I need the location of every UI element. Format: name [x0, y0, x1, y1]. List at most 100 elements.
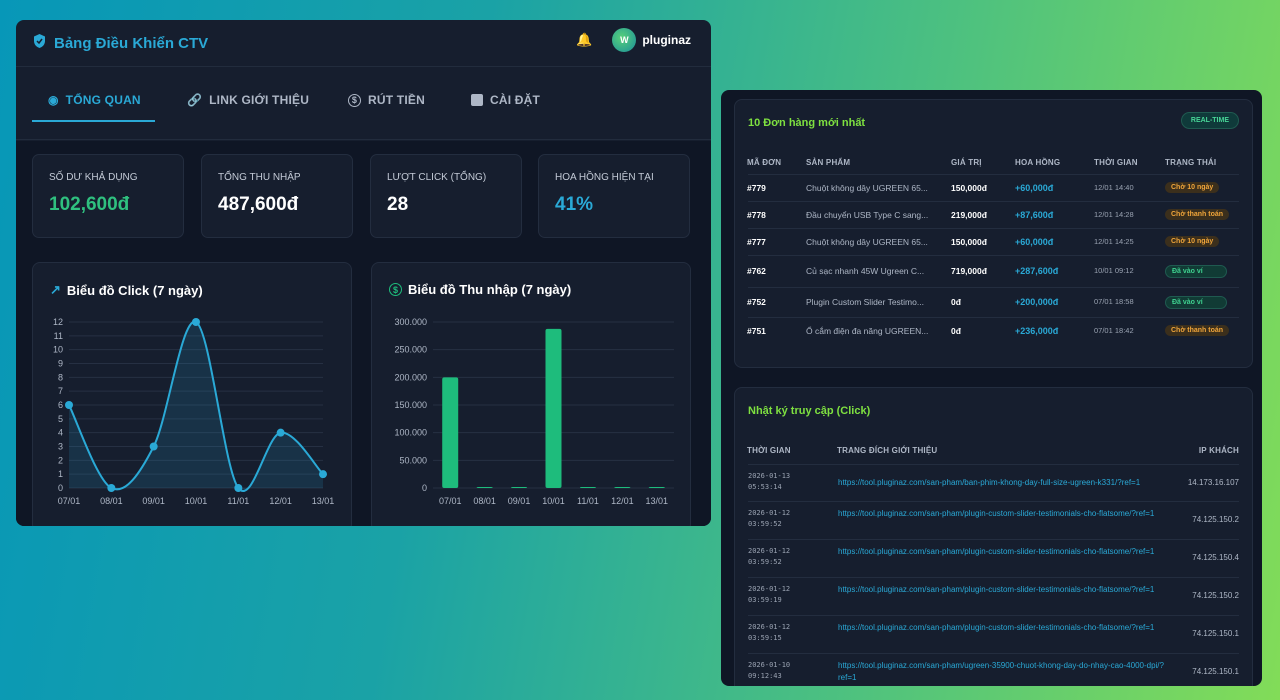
data-point [149, 442, 158, 451]
status-badge: Chờ thanh toán [1165, 208, 1230, 220]
chart-title: Biểu đồ Click (7 ngày) [66, 282, 203, 298]
referral-link[interactable]: https://tool.pluginaz.com/san-pham/plugi… [838, 585, 1155, 594]
y-tick-label: 11 [54, 331, 63, 341]
order-value: 150,000đ [951, 182, 987, 193]
y-tick-label: 1 [58, 469, 63, 479]
column-header: HOA HỒNG [1015, 158, 1061, 167]
access-clock: 03:59:52 [748, 520, 782, 528]
data-point [192, 318, 200, 326]
y-tick-label: 0 [58, 483, 63, 493]
x-tick-label: 12/01 [611, 496, 634, 506]
order-id: #752 [747, 297, 766, 307]
commission: +60,000đ [1015, 236, 1054, 247]
y-tick-label: 300.000 [394, 317, 427, 327]
orders-title: 10 Đơn hàng mới nhất [748, 117, 866, 129]
access-date: 2026-01-12 [748, 547, 791, 555]
x-tick-label: 11/01 [227, 496, 249, 506]
table-row: 2026-01-12 03:59:52 https://tool.pluginaz.… [748, 501, 1239, 539]
status-badge: Đã vào ví [1165, 265, 1227, 278]
stat-total-income: TỔNG THU NHẬP 487,600đ [201, 154, 353, 238]
order-time: 10/01 09:12 [1094, 266, 1134, 275]
stat-value: 28 [387, 194, 409, 215]
referral-link[interactable]: https://tool.pluginaz.com/san-pham/plugi… [838, 547, 1155, 556]
column-header: MÃ ĐƠN [747, 158, 782, 167]
dashboard-icon: ◉ [48, 93, 59, 107]
bell-icon[interactable]: 🔔 [576, 32, 593, 47]
access-time: 2026-01-10 09:12:43 [748, 660, 790, 682]
column-header: GIÁ TRỊ [951, 158, 982, 167]
referral-link[interactable]: https://tool.pluginaz.com/san-pham/plugi… [838, 509, 1155, 518]
order-value: 150,000đ [951, 236, 987, 247]
income-chart: 0 50.000 100.000 150.000 200.000 250.000 300.0… [394, 317, 674, 506]
status-badge: Đã vào ví [1165, 296, 1227, 309]
tab-withdraw[interactable]: $ RÚT TIỀN [348, 93, 425, 107]
x-tick-label: 08/01 [473, 496, 496, 506]
x-tick-label: 07/01 [58, 496, 81, 506]
product-name: Ổ cắm điện đa năng UGREEN... [806, 326, 929, 336]
table-row[interactable]: #751 Ổ cắm điện đa năng UGREEN... 0đ +236,0… [747, 317, 1239, 345]
realtime-badge: REAL-TIME [1180, 112, 1239, 129]
area-fill [69, 321, 323, 492]
table-row[interactable]: #779 Chuột không dây UGREEN 65... 150,000đ… [747, 174, 1239, 201]
x-tick-label: 09/01 [508, 496, 531, 506]
access-time: 2026-01-12 03:59:19 [748, 584, 790, 606]
x-tick-label: 10/01 [542, 496, 565, 506]
dollar-icon: $ [348, 93, 361, 107]
table-row[interactable]: #777 Chuột không dây UGREEN 65... 150,000đ… [747, 228, 1239, 255]
y-tick-label: 12 [53, 317, 63, 327]
x-tick-label: 13/01 [646, 496, 669, 506]
order-time: 12/01 14:28 [1094, 209, 1134, 219]
click-log-title: Nhật ký truy cập (Click) [748, 405, 871, 417]
table-row[interactable]: #778 Đầu chuyển USB Type C sang... 219,000… [747, 201, 1239, 228]
product-name: Củ sạc nhanh 45W Ugreen C... [806, 266, 925, 276]
commission: +200,000đ [1015, 297, 1059, 307]
y-tick-label: 250.000 [394, 345, 427, 355]
data-point [234, 484, 243, 492]
tab-referral-links[interactable]: 🔗 LINK GIỚI THIỆU [187, 93, 309, 107]
tab-settings[interactable]: CÀI ĐẶT [471, 93, 540, 107]
order-id: #777 [747, 236, 766, 247]
data-point [319, 470, 327, 479]
referral-link[interactable]: https://tool.pluginaz.com/san-pham/ugree… [838, 661, 1164, 682]
table-row: 2026-01-10 09:12:43 https://tool.pluginaz.… [748, 653, 1239, 686]
avatar[interactable]: W [612, 28, 637, 52]
product-name: Đầu chuyển USB Type C sang... [806, 209, 929, 220]
bar [511, 487, 528, 488]
access-date: 2026-01-10 [748, 661, 791, 669]
click-log-card: Nhật ký truy cập (Click) THỜI GIAN TRANG … [734, 387, 1253, 686]
stat-label: TỔNG THU NHẬP [218, 172, 301, 183]
column-header: IP KHÁCH [1198, 446, 1239, 455]
access-clock: 03:59:52 [748, 558, 782, 566]
table-row[interactable]: #752 Plugin Custom Slider Testimo... 0đ +20… [747, 287, 1239, 317]
referral-link[interactable]: https://tool.pluginaz.com/san-pham/ban-p… [838, 478, 1141, 487]
column-header: TRANG ĐÍCH GIỚI THIỆU [837, 446, 938, 455]
commission: +236,000đ [1015, 326, 1059, 336]
table-row[interactable]: #762 Củ sạc nhanh 45W Ugreen C... 719,000đ… [747, 255, 1239, 287]
access-time: 2026-01-12 03:59:52 [748, 508, 790, 530]
tab-label: LINK GIỚI THIỆU [209, 93, 310, 107]
x-tick-label: 07/01 [439, 496, 462, 506]
access-time: 2026-01-12 03:59:15 [748, 622, 790, 644]
stat-available-balance: SỐ DƯ KHẢ DỤNG 102,600đ [32, 154, 184, 238]
nav-tabs: ◉ TỔNG QUAN 🔗 LINK GIỚI THIỆU $ RÚT TIỀN CÀ… [16, 67, 711, 140]
orders-card: 10 Đơn hàng mới nhất REAL-TIME MÃ ĐƠN SẢN… [734, 99, 1253, 368]
order-id: #779 [747, 182, 766, 193]
referral-link[interactable]: https://tool.pluginaz.com/san-pham/plugi… [838, 623, 1155, 632]
y-tick-label: 4 [58, 428, 63, 438]
stat-total-clicks: LƯỢT CLICK (TỔNG) 28 [370, 154, 522, 238]
income-chart-card: 0 50.000 100.000 150.000 200.000 250.000 300.0… [371, 262, 691, 526]
username[interactable]: pluginaz [642, 33, 691, 47]
data-point [276, 428, 285, 437]
status-badge: Chờ 10 ngày [1165, 181, 1220, 193]
commission: +60,000đ [1015, 182, 1054, 193]
shield-icon [33, 33, 46, 53]
bar [545, 328, 562, 488]
bar [476, 487, 493, 488]
tab-overview[interactable]: ◉ TỔNG QUAN [48, 93, 141, 107]
order-value: 0đ [951, 297, 961, 307]
column-header: THỜI GIAN [1094, 158, 1138, 167]
access-clock: 03:59:19 [748, 596, 782, 604]
activity-panel: 10 Đơn hàng mới nhất REAL-TIME MÃ ĐƠN SẢN… [721, 90, 1262, 686]
status-badge: Chờ 10 ngày [1165, 235, 1220, 247]
access-clock: 05:53:14 [748, 483, 782, 491]
